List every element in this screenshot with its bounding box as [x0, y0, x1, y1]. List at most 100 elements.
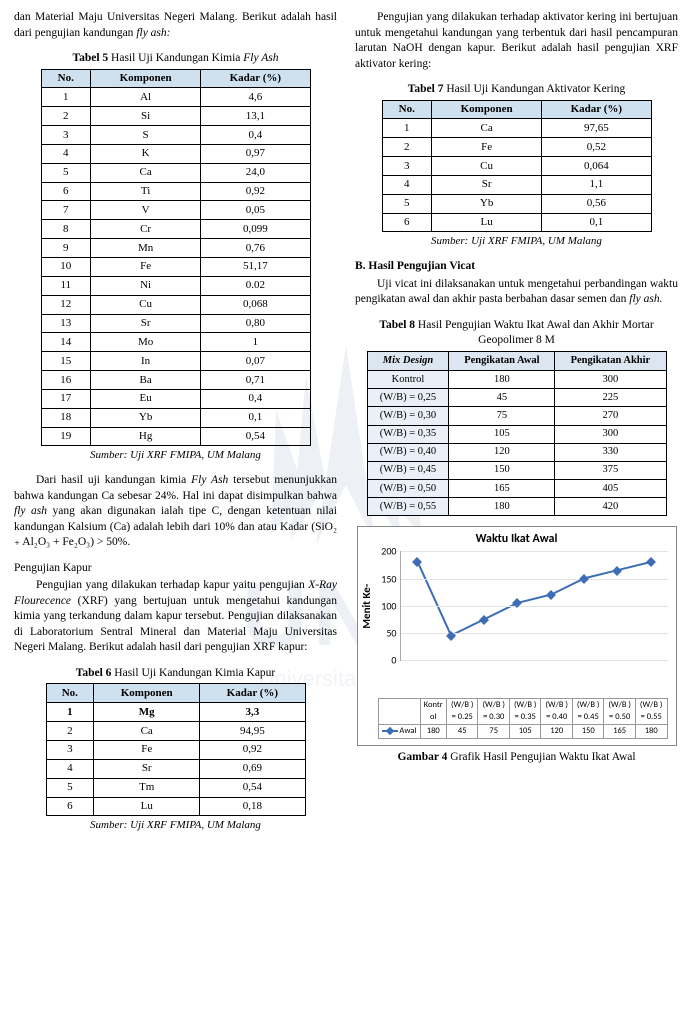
fig4-label: Gambar 4 — [397, 751, 450, 763]
table-row: 15In0,07 — [41, 352, 310, 371]
table-cell: Si — [91, 107, 201, 126]
figure4-caption: Gambar 4 Grafik Hasil Pengujian Waktu Ik… — [355, 750, 678, 766]
table-cell: Ni — [91, 276, 201, 295]
table8-caption-label: Tabel 8 — [379, 319, 418, 331]
table-cell: Ti — [91, 182, 201, 201]
table-row: 5Yb0,56 — [382, 194, 651, 213]
kapur-paragraph: Pengujian yang dilakukan terhadap kapur … — [14, 578, 337, 656]
table-cell: 4 — [46, 759, 94, 778]
chart-table-cell — [378, 699, 420, 725]
table8-header-row: Mix DesignPengikatan AwalPengikatan Akhi… — [367, 351, 666, 370]
table-cell: (W/B) = 0,50 — [367, 480, 449, 498]
table-cell: 0,4 — [201, 126, 310, 145]
table-cell: (W/B) = 0,45 — [367, 461, 449, 479]
table8-caption: Tabel 8 Hasil Pengujian Waktu Ikat Awal … — [355, 318, 678, 349]
table-row: 16Ba0,71 — [41, 371, 310, 390]
table6-source: Sumber: Uji XRF FMIPA, UM Malang — [14, 818, 337, 833]
table-row: (W/B) = 0,2545225 — [367, 389, 666, 407]
table-cell: 0,92 — [201, 182, 310, 201]
chart-table-cell: (W/B ) = 0.45 — [572, 699, 603, 725]
table6-caption-label: Tabel 6 — [76, 667, 115, 679]
table-cell: 0,1 — [201, 408, 310, 427]
table-cell: 0,80 — [201, 314, 310, 333]
chart-table-cell: 150 — [572, 724, 603, 738]
table-cell: 4,6 — [201, 88, 310, 107]
table-cell: Cr — [91, 220, 201, 239]
table-cell: Ba — [91, 371, 201, 390]
table5-caption-text: Hasil Uji Kandungan Kimia — [111, 52, 243, 64]
table-cell: 0,05 — [201, 201, 310, 220]
chart-ytick-label: 200 — [381, 545, 396, 559]
table-cell: 165 — [449, 480, 555, 498]
kapur-a: Pengujian yang dilakukan terhadap kapur … — [36, 579, 308, 591]
chart-table-cell: (W/B ) = 0.40 — [541, 699, 572, 725]
intro-ital: fly ash: — [136, 27, 170, 39]
table-cell: 0,97 — [201, 144, 310, 163]
table-cell: Cu — [432, 157, 542, 176]
table-cell: 3 — [382, 157, 432, 176]
table-cell: 0,69 — [200, 759, 305, 778]
table-cell: 0,56 — [542, 194, 651, 213]
table-cell: 120 — [449, 443, 555, 461]
table-cell: 1 — [201, 333, 310, 352]
chart-gridline — [401, 633, 668, 634]
table5: No.KomponenKadar (%) 1Al4,62Si13,13S0,44… — [41, 69, 311, 447]
table-cell: 1 — [46, 703, 94, 722]
table-cell: (W/B) = 0,40 — [367, 443, 449, 461]
p1b: Fly Ash — [191, 474, 228, 486]
chart-plot-area: 050100150200 — [400, 551, 668, 661]
table-cell: 0,54 — [201, 427, 310, 446]
table8: Mix DesignPengikatan AwalPengikatan Akhi… — [367, 351, 667, 517]
table-cell: Mo — [91, 333, 201, 352]
table-cell: 0,54 — [200, 778, 305, 797]
table-header-cell: Kadar (%) — [542, 100, 651, 119]
table-cell: 2 — [41, 107, 91, 126]
table7: No.KomponenKadar (%) 1Ca97,652Fe0,523Cu0… — [382, 100, 652, 233]
table-cell: (W/B) = 0,55 — [367, 498, 449, 516]
chart-table-cell: 75 — [478, 724, 509, 738]
table6-header-row: No.KomponenKadar (%) — [46, 684, 305, 703]
table-cell: Fe — [432, 138, 542, 157]
table-cell: 13,1 — [201, 107, 310, 126]
chart-gridline — [401, 606, 668, 607]
fig4-text: Grafik Hasil Pengujian Waktu Ikat Awal — [450, 751, 635, 763]
section-b-heading: B. Hasil Pengujian Vicat — [355, 259, 678, 275]
table-cell: 5 — [41, 163, 91, 182]
table-row: 3Fe0,92 — [46, 740, 305, 759]
table-cell: 11 — [41, 276, 91, 295]
table-cell: K — [91, 144, 201, 163]
vicat-b: fly ash. — [629, 293, 662, 305]
table-row: 2Si13,1 — [41, 107, 310, 126]
table-cell: 300 — [555, 371, 666, 389]
table5-caption-ital: Fly Ash — [243, 52, 278, 64]
table-row: 7V0,05 — [41, 201, 310, 220]
table5-caption: Tabel 5 Hasil Uji Kandungan Kimia Fly As… — [14, 51, 337, 67]
table-cell: 150 — [449, 461, 555, 479]
table-cell: 405 — [555, 480, 666, 498]
table-cell: 0,52 — [542, 138, 651, 157]
chart-ytick-label: 50 — [386, 626, 396, 640]
table-cell: Sr — [432, 175, 542, 194]
table-row: (W/B) = 0,3075270 — [367, 407, 666, 425]
table-cell: 3 — [46, 740, 94, 759]
table-cell: 225 — [555, 389, 666, 407]
table-header-cell: Kadar (%) — [201, 69, 310, 88]
table-row: 1Ca97,65 — [382, 119, 651, 138]
right-column: Pengujian yang dilakukan terhadap aktiva… — [355, 10, 678, 843]
table-row: 12Cu0,068 — [41, 295, 310, 314]
table-row: (W/B) = 0,55180420 — [367, 498, 666, 516]
table-cell: 5 — [46, 778, 94, 797]
table-cell: Ca — [432, 119, 542, 138]
chart-table-cell: 180 — [420, 724, 447, 738]
table-row: 8Cr0,099 — [41, 220, 310, 239]
chart-table-cell: 105 — [509, 724, 540, 738]
table-cell: 3 — [41, 126, 91, 145]
table-cell: (W/B) = 0,25 — [367, 389, 449, 407]
table-row: 14Mo1 — [41, 333, 310, 352]
table-cell: 0,76 — [201, 239, 310, 258]
table-cell: In — [91, 352, 201, 371]
flyash-paragraph: Dari hasil uji kandungan kimia Fly Ash t… — [14, 473, 337, 551]
table-cell: Mn — [91, 239, 201, 258]
table-cell: 0,4 — [201, 389, 310, 408]
table-cell: 15 — [41, 352, 91, 371]
